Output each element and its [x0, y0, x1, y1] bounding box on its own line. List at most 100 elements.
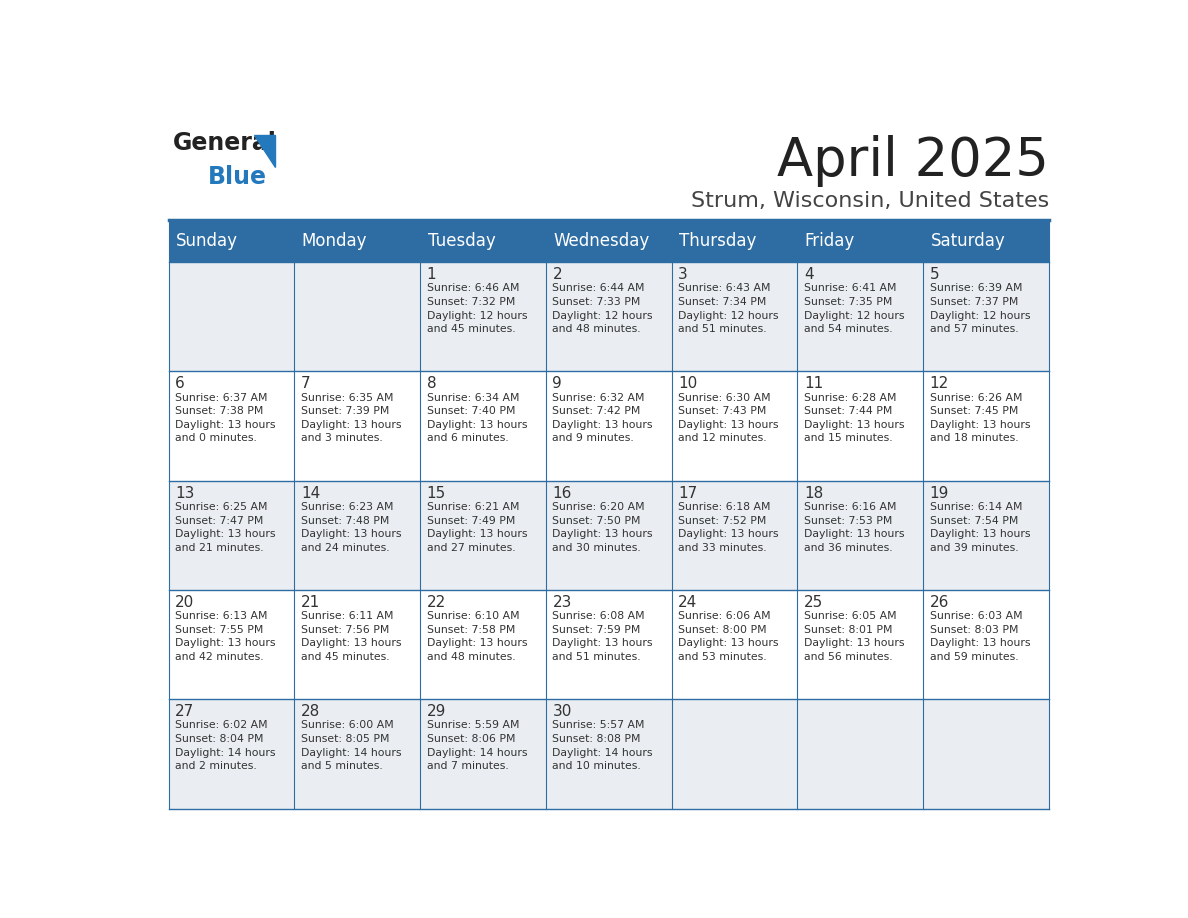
Bar: [923, 481, 1049, 590]
Text: Sunrise: 6:23 AM
Sunset: 7:48 PM
Daylight: 13 hours
and 24 minutes.: Sunrise: 6:23 AM Sunset: 7:48 PM Dayligh…: [301, 502, 402, 553]
Bar: [295, 481, 421, 590]
Text: Sunrise: 6:05 AM
Sunset: 8:01 PM
Daylight: 13 hours
and 56 minutes.: Sunrise: 6:05 AM Sunset: 8:01 PM Dayligh…: [804, 611, 904, 662]
Text: 3: 3: [678, 267, 688, 282]
Text: Sunrise: 6:08 AM
Sunset: 7:59 PM
Daylight: 13 hours
and 51 minutes.: Sunrise: 6:08 AM Sunset: 7:59 PM Dayligh…: [552, 611, 653, 662]
Bar: [923, 700, 1049, 809]
Bar: [546, 372, 671, 481]
Bar: [671, 263, 797, 372]
Bar: [671, 590, 797, 700]
Text: 24: 24: [678, 595, 697, 610]
Text: 9: 9: [552, 376, 562, 391]
Bar: [421, 263, 546, 372]
Bar: [546, 263, 671, 372]
Text: 8: 8: [426, 376, 436, 391]
Text: Tuesday: Tuesday: [428, 232, 495, 250]
Bar: [797, 372, 923, 481]
Bar: [923, 263, 1049, 372]
Text: 7: 7: [301, 376, 310, 391]
Text: 16: 16: [552, 486, 571, 500]
Bar: [169, 372, 295, 481]
Text: 19: 19: [930, 486, 949, 500]
Text: 20: 20: [175, 595, 195, 610]
Bar: [923, 372, 1049, 481]
Bar: [671, 700, 797, 809]
Polygon shape: [254, 135, 274, 167]
Text: Sunrise: 6:18 AM
Sunset: 7:52 PM
Daylight: 13 hours
and 33 minutes.: Sunrise: 6:18 AM Sunset: 7:52 PM Dayligh…: [678, 502, 778, 553]
Text: 10: 10: [678, 376, 697, 391]
Text: Sunrise: 6:39 AM
Sunset: 7:37 PM
Daylight: 12 hours
and 57 minutes.: Sunrise: 6:39 AM Sunset: 7:37 PM Dayligh…: [930, 284, 1030, 334]
Bar: [797, 263, 923, 372]
Text: 27: 27: [175, 704, 195, 719]
Bar: [923, 590, 1049, 700]
Text: Monday: Monday: [302, 232, 367, 250]
Bar: [169, 263, 295, 372]
Text: Sunrise: 6:20 AM
Sunset: 7:50 PM
Daylight: 13 hours
and 30 minutes.: Sunrise: 6:20 AM Sunset: 7:50 PM Dayligh…: [552, 502, 653, 553]
Text: Sunrise: 6:26 AM
Sunset: 7:45 PM
Daylight: 13 hours
and 18 minutes.: Sunrise: 6:26 AM Sunset: 7:45 PM Dayligh…: [930, 393, 1030, 443]
Text: Sunrise: 6:44 AM
Sunset: 7:33 PM
Daylight: 12 hours
and 48 minutes.: Sunrise: 6:44 AM Sunset: 7:33 PM Dayligh…: [552, 284, 653, 334]
Text: Sunrise: 6:43 AM
Sunset: 7:34 PM
Daylight: 12 hours
and 51 minutes.: Sunrise: 6:43 AM Sunset: 7:34 PM Dayligh…: [678, 284, 778, 334]
Text: 18: 18: [804, 486, 823, 500]
Text: 12: 12: [930, 376, 949, 391]
Bar: [797, 590, 923, 700]
Text: General: General: [173, 131, 277, 155]
Bar: [421, 590, 546, 700]
Bar: [671, 481, 797, 590]
Text: April 2025: April 2025: [777, 135, 1049, 187]
Text: 11: 11: [804, 376, 823, 391]
Text: Friday: Friday: [804, 232, 855, 250]
Text: Thursday: Thursday: [680, 232, 757, 250]
Text: Sunrise: 6:16 AM
Sunset: 7:53 PM
Daylight: 13 hours
and 36 minutes.: Sunrise: 6:16 AM Sunset: 7:53 PM Dayligh…: [804, 502, 904, 553]
Text: 28: 28: [301, 704, 321, 719]
Text: Sunrise: 6:11 AM
Sunset: 7:56 PM
Daylight: 13 hours
and 45 minutes.: Sunrise: 6:11 AM Sunset: 7:56 PM Dayligh…: [301, 611, 402, 662]
Bar: [295, 263, 421, 372]
Text: Sunrise: 6:13 AM
Sunset: 7:55 PM
Daylight: 13 hours
and 42 minutes.: Sunrise: 6:13 AM Sunset: 7:55 PM Dayligh…: [175, 611, 276, 662]
Text: Sunrise: 6:00 AM
Sunset: 8:05 PM
Daylight: 14 hours
and 5 minutes.: Sunrise: 6:00 AM Sunset: 8:05 PM Dayligh…: [301, 721, 402, 771]
Text: Sunrise: 6:46 AM
Sunset: 7:32 PM
Daylight: 12 hours
and 45 minutes.: Sunrise: 6:46 AM Sunset: 7:32 PM Dayligh…: [426, 284, 527, 334]
Text: 4: 4: [804, 267, 814, 282]
Bar: [169, 590, 295, 700]
Text: Sunrise: 6:21 AM
Sunset: 7:49 PM
Daylight: 13 hours
and 27 minutes.: Sunrise: 6:21 AM Sunset: 7:49 PM Dayligh…: [426, 502, 527, 553]
Text: 13: 13: [175, 486, 195, 500]
Text: 25: 25: [804, 595, 823, 610]
Bar: [295, 372, 421, 481]
Text: 29: 29: [426, 704, 446, 719]
Text: 26: 26: [930, 595, 949, 610]
Text: 22: 22: [426, 595, 446, 610]
Text: Sunrise: 5:59 AM
Sunset: 8:06 PM
Daylight: 14 hours
and 7 minutes.: Sunrise: 5:59 AM Sunset: 8:06 PM Dayligh…: [426, 721, 527, 771]
Text: Saturday: Saturday: [930, 232, 1005, 250]
Bar: [295, 590, 421, 700]
Text: Sunrise: 6:14 AM
Sunset: 7:54 PM
Daylight: 13 hours
and 39 minutes.: Sunrise: 6:14 AM Sunset: 7:54 PM Dayligh…: [930, 502, 1030, 553]
Text: Wednesday: Wednesday: [554, 232, 650, 250]
Text: Sunrise: 6:28 AM
Sunset: 7:44 PM
Daylight: 13 hours
and 15 minutes.: Sunrise: 6:28 AM Sunset: 7:44 PM Dayligh…: [804, 393, 904, 443]
Text: Sunrise: 6:30 AM
Sunset: 7:43 PM
Daylight: 13 hours
and 12 minutes.: Sunrise: 6:30 AM Sunset: 7:43 PM Dayligh…: [678, 393, 778, 443]
Text: 14: 14: [301, 486, 321, 500]
Text: Sunrise: 6:06 AM
Sunset: 8:00 PM
Daylight: 13 hours
and 53 minutes.: Sunrise: 6:06 AM Sunset: 8:00 PM Dayligh…: [678, 611, 778, 662]
Text: Sunrise: 6:35 AM
Sunset: 7:39 PM
Daylight: 13 hours
and 3 minutes.: Sunrise: 6:35 AM Sunset: 7:39 PM Dayligh…: [301, 393, 402, 443]
Bar: [169, 481, 295, 590]
Text: 6: 6: [175, 376, 185, 391]
Text: Sunrise: 6:37 AM
Sunset: 7:38 PM
Daylight: 13 hours
and 0 minutes.: Sunrise: 6:37 AM Sunset: 7:38 PM Dayligh…: [175, 393, 276, 443]
Bar: [546, 590, 671, 700]
Bar: [421, 700, 546, 809]
Bar: [169, 700, 295, 809]
Text: Sunrise: 6:32 AM
Sunset: 7:42 PM
Daylight: 13 hours
and 9 minutes.: Sunrise: 6:32 AM Sunset: 7:42 PM Dayligh…: [552, 393, 653, 443]
Text: Sunrise: 5:57 AM
Sunset: 8:08 PM
Daylight: 14 hours
and 10 minutes.: Sunrise: 5:57 AM Sunset: 8:08 PM Dayligh…: [552, 721, 653, 771]
Text: 30: 30: [552, 704, 571, 719]
Text: 23: 23: [552, 595, 571, 610]
Text: 2: 2: [552, 267, 562, 282]
Text: Strum, Wisconsin, United States: Strum, Wisconsin, United States: [690, 192, 1049, 211]
Bar: [671, 372, 797, 481]
Text: Sunrise: 6:34 AM
Sunset: 7:40 PM
Daylight: 13 hours
and 6 minutes.: Sunrise: 6:34 AM Sunset: 7:40 PM Dayligh…: [426, 393, 527, 443]
Bar: [546, 700, 671, 809]
Bar: [169, 219, 1049, 263]
Bar: [546, 481, 671, 590]
Bar: [421, 481, 546, 590]
Text: Sunrise: 6:41 AM
Sunset: 7:35 PM
Daylight: 12 hours
and 54 minutes.: Sunrise: 6:41 AM Sunset: 7:35 PM Dayligh…: [804, 284, 904, 334]
Text: Blue: Blue: [208, 165, 267, 189]
Text: 21: 21: [301, 595, 321, 610]
Text: Sunrise: 6:25 AM
Sunset: 7:47 PM
Daylight: 13 hours
and 21 minutes.: Sunrise: 6:25 AM Sunset: 7:47 PM Dayligh…: [175, 502, 276, 553]
Bar: [421, 372, 546, 481]
Text: 5: 5: [930, 267, 940, 282]
Text: Sunrise: 6:02 AM
Sunset: 8:04 PM
Daylight: 14 hours
and 2 minutes.: Sunrise: 6:02 AM Sunset: 8:04 PM Dayligh…: [175, 721, 276, 771]
Bar: [797, 700, 923, 809]
